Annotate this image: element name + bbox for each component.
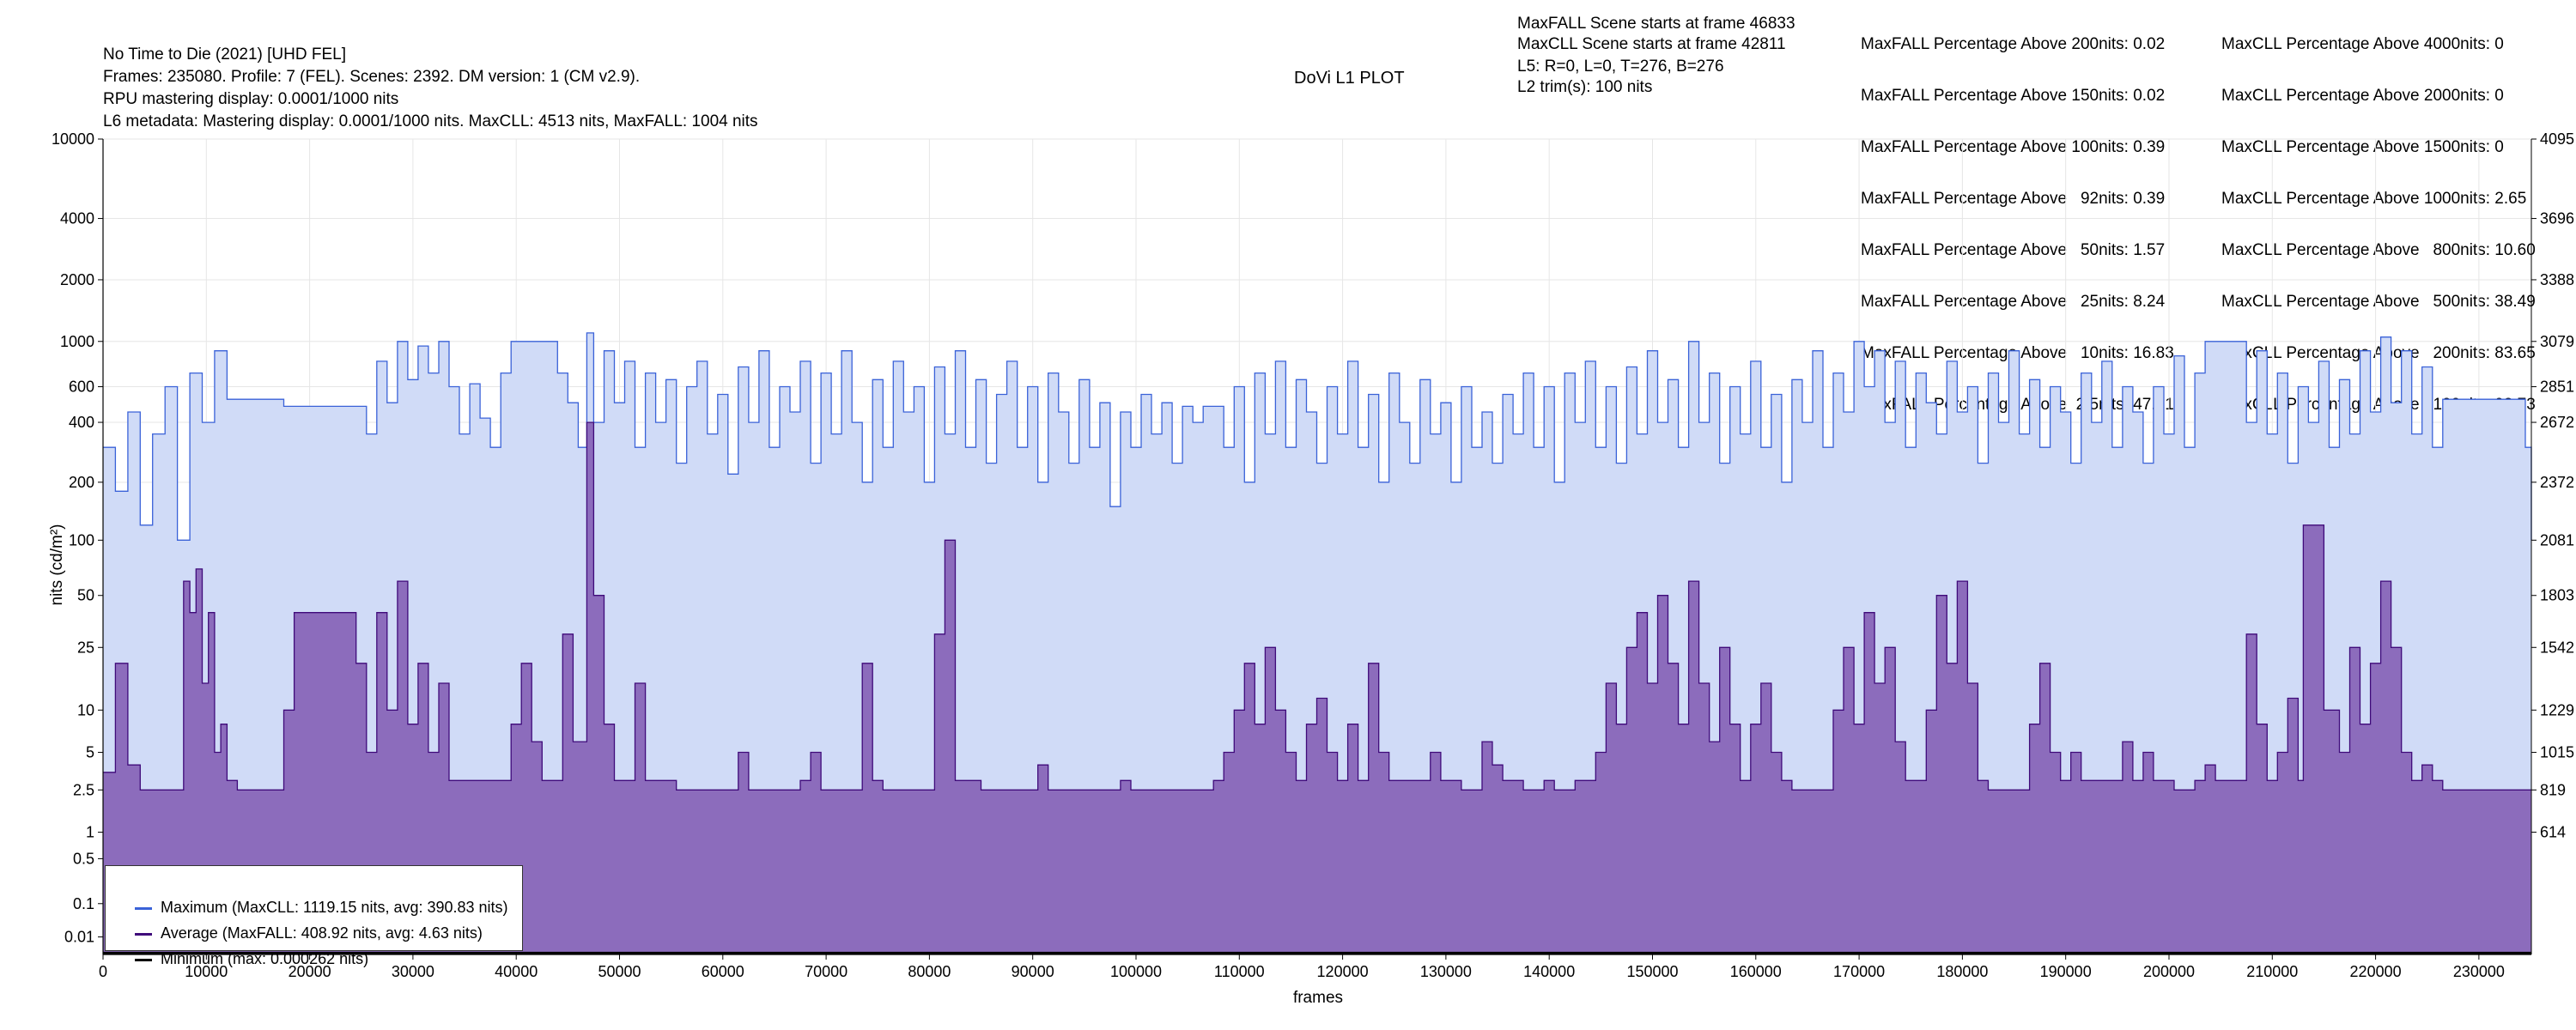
y-tick-label: 100 — [69, 531, 94, 548]
legend-item-maximum: Maximum (MaxCLL: 1119.15 nits, avg: 390.… — [118, 871, 508, 916]
y-tick-label: 1 — [86, 824, 94, 841]
axes: 1000040002000100060040020010050251052.51… — [52, 130, 2574, 980]
y-right-tick-label: 3079 — [2540, 333, 2574, 350]
rpu-mastering-info: RPU mastering display: 0.0001/1000 nits — [103, 90, 399, 108]
x-tick-label: 60000 — [702, 963, 744, 980]
x-tick-label: 90000 — [1012, 963, 1054, 980]
x-tick-label: 160000 — [1730, 963, 1782, 980]
maxcll-scene-info: MaxCLL Scene starts at frame 42811 — [1517, 35, 1786, 53]
y-tick-label: 600 — [69, 379, 94, 396]
x-tick-label: 0 — [99, 963, 107, 980]
x-tick-label: 70000 — [805, 963, 848, 980]
y-tick-label: 2.5 — [73, 781, 94, 798]
y-tick-label: 25 — [77, 639, 94, 656]
x-tick-label: 210000 — [2246, 963, 2298, 980]
x-tick-label: 190000 — [2040, 963, 2092, 980]
legend-label-minimum: Minimum (max: 0.000262 nits) — [161, 950, 369, 967]
x-axis-label: frames — [1293, 989, 1343, 1007]
y-right-tick-label: 1542 — [2540, 639, 2574, 656]
y-axis-label: nits (cd/m²) — [48, 524, 66, 606]
y-right-tick-label: 4095 — [2540, 130, 2574, 148]
maxcll-stat: MaxCLL Percentage Above 4000nits: 0 — [2221, 35, 2504, 53]
y-tick-label: 400 — [69, 414, 94, 431]
y-tick-label: 5 — [86, 744, 94, 761]
maxfall-stat: MaxFALL Percentage Above 200nits: 0.02 — [1861, 35, 2166, 53]
l2-trim-info: L2 trim(s): 100 nits — [1517, 78, 1653, 96]
legend-swatch-average — [135, 932, 153, 936]
y-right-tick-label: 2372 — [2540, 474, 2574, 491]
y-tick-label: 10 — [77, 701, 94, 718]
series-layer — [103, 332, 2532, 955]
y-right-tick-label: 2851 — [2540, 379, 2574, 396]
y-tick-label: 1000 — [60, 333, 94, 350]
x-tick-label: 20000 — [289, 963, 331, 980]
series-maximum-line — [103, 332, 2532, 541]
y-right-tick-label: 614 — [2540, 824, 2566, 841]
y-right-tick-label: 1015 — [2540, 744, 2574, 761]
maxcll-stat: MaxCLL Percentage Above 1000nits: 2.65 — [2221, 190, 2527, 208]
x-tick-label: 180000 — [1936, 963, 1988, 980]
x-tick-label: 140000 — [1523, 963, 1575, 980]
x-tick-label: 100000 — [1110, 963, 1162, 980]
x-tick-label: 50000 — [598, 963, 641, 980]
y-right-tick-label: 819 — [2540, 781, 2566, 798]
x-tick-label: 230000 — [2453, 963, 2505, 980]
y-right-tick-label: 3388 — [2540, 271, 2574, 288]
y-right-tick-label: 1803 — [2540, 587, 2574, 604]
x-tick-label: 30000 — [392, 963, 434, 980]
x-tick-label: 130000 — [1420, 963, 1472, 980]
maxcll-stat: MaxCLL Percentage Above 200nits: 83.65 — [2221, 344, 2536, 362]
y-right-tick-label: 3696 — [2540, 210, 2574, 227]
legend-item-average: Average (MaxFALL: 408.92 nits, avg: 4.63… — [118, 897, 483, 942]
l6-metadata-info: L6 metadata: Mastering display: 0.0001/1… — [103, 112, 758, 130]
x-tick-label: 10000 — [185, 963, 228, 980]
x-tick-label: 40000 — [495, 963, 538, 980]
series-average-area — [103, 422, 2531, 955]
x-tick-label: 220000 — [2350, 963, 2402, 980]
maxfall-scene-info: MaxFALL Scene starts at frame 46833 — [1517, 15, 1795, 33]
legend-item-minimum: Minimum (max: 0.000262 nits) — [118, 923, 368, 967]
plot-title: DoVi L1 PLOT — [1294, 69, 1405, 88]
y-tick-label: 200 — [69, 474, 94, 491]
maxcll-stat: MaxCLL Percentage Above 2000nits: 0 — [2221, 87, 2504, 105]
y-right-tick-label: 1229 — [2540, 701, 2574, 718]
l5-info: L5: R=0, L=0, T=276, B=276 — [1517, 58, 1724, 76]
y-tick-label: 0.01 — [64, 929, 94, 946]
maxfall-stats: MaxFALL Percentage Above 200nits: 0.02 M… — [1861, 2, 2174, 431]
y-tick-label: 4000 — [60, 210, 94, 227]
legend-label-average: Average (MaxFALL: 408.92 nits, avg: 4.63… — [161, 924, 483, 942]
x-tick-label: 80000 — [908, 963, 951, 980]
y-tick-label: 2000 — [60, 271, 94, 288]
maxfall-stat: MaxFALL Percentage Above 50nits: 1.57 — [1861, 241, 2166, 259]
maxfall-stat: MaxFALL Percentage Above 92nits: 0.39 — [1861, 190, 2166, 208]
legend-swatch-maximum — [135, 906, 153, 910]
frames-info: Frames: 235080. Profile: 7 (FEL). Scenes… — [103, 68, 641, 86]
chart-legend: Maximum (MaxCLL: 1119.15 nits, avg: 390.… — [105, 865, 523, 967]
legend-swatch-minimum — [135, 958, 153, 961]
plot-header-title: No Time to Die (2021) [UHD FEL] — [103, 45, 346, 64]
x-tick-label: 150000 — [1626, 963, 1678, 980]
maxfall-stat: MaxFALL Percentage Above 150nits: 0.02 — [1861, 87, 2166, 105]
series-average-line — [103, 421, 2531, 791]
x-tick-label: 120000 — [1317, 963, 1369, 980]
legend-label-maximum: Maximum (MaxCLL: 1119.15 nits, avg: 390.… — [161, 899, 508, 916]
y-tick-label: 50 — [77, 587, 94, 604]
x-tick-label: 170000 — [1833, 963, 1885, 980]
y-tick-label: 10000 — [52, 130, 94, 148]
maxcll-stat: MaxCLL Percentage Above 500nits: 38.49 — [2221, 293, 2536, 311]
maxcll-stat: MaxCLL Percentage Above 800nits: 10.60 — [2221, 241, 2536, 259]
y-tick-label: 0.5 — [73, 850, 94, 867]
y-tick-label: 0.1 — [73, 895, 94, 912]
maxcll-stat: MaxCLL Percentage Above 1500nits: 0 — [2221, 138, 2504, 156]
x-tick-label: 110000 — [1214, 963, 1265, 980]
maxfall-stat: MaxFALL Percentage Above 100nits: 0.39 — [1861, 138, 2166, 156]
x-tick-label: 200000 — [2143, 963, 2195, 980]
maxfall-stat: MaxFALL Percentage Above 25nits: 8.24 — [1861, 293, 2166, 311]
y-right-tick-label: 2081 — [2540, 531, 2574, 548]
y-right-tick-label: 2672 — [2540, 414, 2574, 431]
